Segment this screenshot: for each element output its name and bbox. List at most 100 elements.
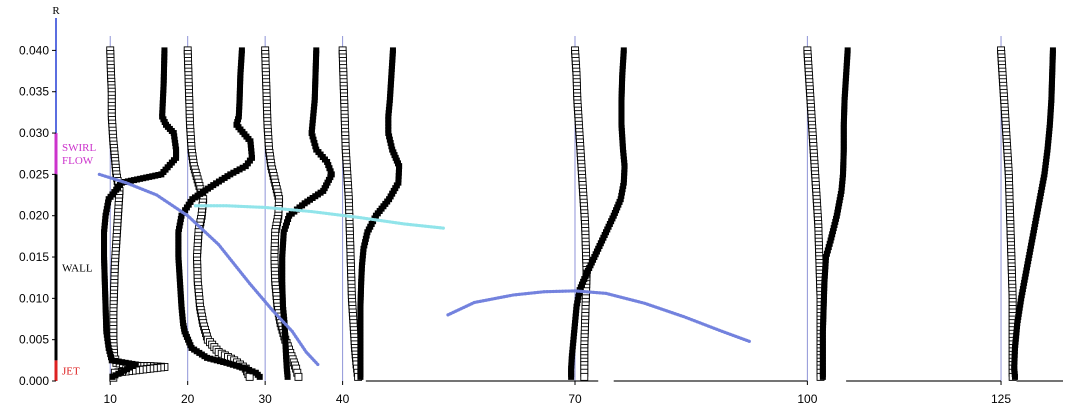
filled-square-point	[820, 297, 827, 304]
filled-square-point	[620, 47, 627, 54]
filled-square-point	[283, 219, 290, 226]
filled-square-point	[310, 110, 317, 117]
filled-square-point	[621, 173, 628, 180]
filled-square-point	[326, 165, 333, 172]
filled-square-point	[178, 306, 185, 313]
filled-square-point	[310, 106, 317, 113]
curve-point	[304, 209, 308, 213]
filled-square-point	[568, 356, 575, 363]
filled-square-point	[618, 106, 625, 113]
curve-point	[470, 302, 474, 306]
curve-point	[192, 220, 196, 224]
curve-point	[493, 296, 497, 301]
filled-square-point	[844, 53, 851, 60]
filled-square-point	[280, 229, 287, 236]
filled-square-point	[840, 127, 847, 134]
filled-square-point	[1049, 65, 1056, 72]
filled-square-point	[1040, 177, 1047, 184]
filled-square-point	[360, 245, 367, 252]
curve-point	[310, 209, 314, 214]
filled-square-point	[619, 69, 626, 76]
curve-point	[368, 217, 372, 221]
filled-square-point	[357, 312, 364, 319]
filled-square-point	[283, 353, 290, 360]
filled-square-point	[1016, 307, 1023, 314]
curve-point	[695, 320, 699, 324]
filled-square-point	[363, 232, 370, 239]
filled-square-point	[843, 62, 850, 69]
filled-square-point	[386, 103, 393, 110]
curve-point	[306, 352, 310, 356]
filled-square-point	[312, 78, 319, 85]
filled-square-point	[833, 215, 840, 222]
filled-square-point	[312, 72, 319, 79]
filled-square-point	[388, 62, 395, 69]
curve-point	[684, 315, 688, 320]
filled-square-point	[312, 87, 319, 94]
curve-point	[490, 297, 494, 301]
filled-square-point	[618, 90, 625, 97]
curve-point	[517, 292, 521, 296]
filled-square-point	[620, 149, 627, 156]
filled-square-point	[122, 359, 129, 366]
curve-point	[318, 211, 322, 215]
curve-point	[706, 324, 710, 328]
filled-square-point	[175, 260, 182, 267]
filled-square-point	[1019, 289, 1026, 296]
filled-square-point	[357, 373, 364, 380]
filled-square-point	[1014, 317, 1021, 324]
filled-square-point	[1045, 134, 1052, 141]
filled-square-point	[618, 100, 625, 107]
filled-square-point	[840, 165, 847, 172]
curve-point	[601, 291, 605, 295]
annotation-label-2: JET	[62, 366, 80, 378]
filled-square-point	[101, 272, 108, 279]
filled-square-point	[101, 275, 108, 282]
curve-point	[548, 289, 552, 294]
filled-square-point	[105, 199, 112, 206]
filled-square-point	[396, 163, 403, 170]
curve-point	[567, 289, 571, 293]
curve-point	[208, 234, 212, 238]
filled-square-point	[361, 242, 368, 249]
filled-square-point	[841, 112, 848, 119]
filled-square-point	[283, 362, 290, 369]
filled-square-point	[1015, 313, 1022, 320]
filled-profile-100	[819, 47, 851, 380]
filled-square-point	[312, 65, 319, 72]
filled-square-point	[1036, 196, 1043, 203]
filled-square-point	[177, 281, 184, 288]
filled-square-point	[101, 281, 108, 288]
curve-point	[645, 302, 650, 306]
filled-square-point	[105, 341, 112, 348]
curve-point	[255, 290, 259, 295]
plot-area	[97, 36, 1063, 382]
filled-square-point	[140, 175, 147, 182]
filled-square-point	[176, 272, 183, 279]
filled-square-point	[1042, 162, 1049, 169]
filled-square-point	[826, 240, 833, 247]
filled-square-point	[175, 263, 182, 270]
filled-square-point	[387, 93, 394, 100]
filled-square-point	[822, 266, 829, 273]
filled-square-point	[161, 47, 168, 54]
filled-square-point	[256, 373, 263, 380]
filled-profile-70	[568, 47, 628, 380]
filled-square-point	[178, 212, 185, 219]
curve-point	[523, 292, 528, 296]
filled-square-point	[568, 373, 575, 380]
filled-square-point	[177, 294, 184, 301]
filled-square-point	[1045, 131, 1052, 138]
filled-square-point	[1025, 255, 1032, 262]
filled-square-point	[176, 275, 183, 282]
curve-point	[103, 174, 107, 178]
filled-square-point	[840, 121, 847, 128]
filled-square-point	[1011, 373, 1018, 380]
filled-square-point	[280, 313, 287, 320]
curve-point	[121, 180, 125, 184]
filled-square-point	[279, 285, 286, 292]
curve-point	[703, 323, 708, 327]
filled-square-point	[237, 75, 244, 82]
filled-square-point	[1043, 155, 1050, 162]
x-tick-label: 125	[991, 392, 1011, 406]
